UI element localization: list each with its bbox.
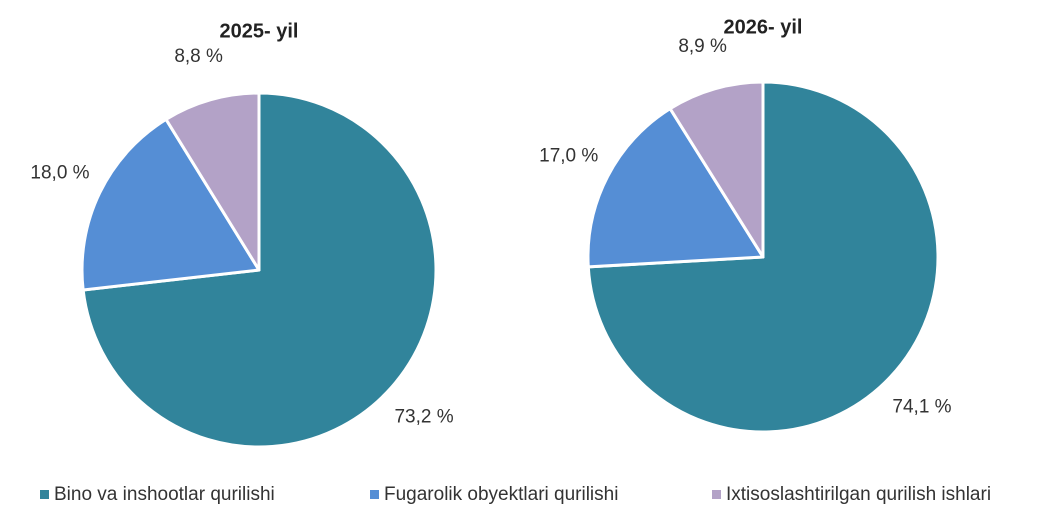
pie-slice — [80, 117, 261, 292]
data-label: 17,0 % — [539, 145, 598, 166]
chart-title: 2026- yil — [724, 16, 803, 38]
legend-marker — [40, 490, 49, 499]
pie-slice — [164, 91, 261, 272]
data-label: 18,0 % — [30, 162, 89, 183]
pie-slice — [668, 80, 765, 259]
legend-label: Fugarolik obyektlari qurilishi — [384, 484, 618, 505]
legend-label: Bino va inshootlar qurilishi — [54, 484, 275, 505]
legend-label: Ixtisoslashtirilgan qurilish ishlari — [726, 484, 991, 505]
legend-marker — [712, 490, 721, 499]
legend-marker — [370, 490, 379, 499]
data-label: 8,8 % — [174, 46, 223, 67]
data-label: 8,9 % — [678, 36, 727, 57]
data-label: 73,2 % — [394, 406, 453, 427]
data-label: 74,1 % — [892, 396, 951, 417]
pie-slice — [586, 107, 765, 269]
chart-title: 2025- yil — [220, 20, 299, 42]
